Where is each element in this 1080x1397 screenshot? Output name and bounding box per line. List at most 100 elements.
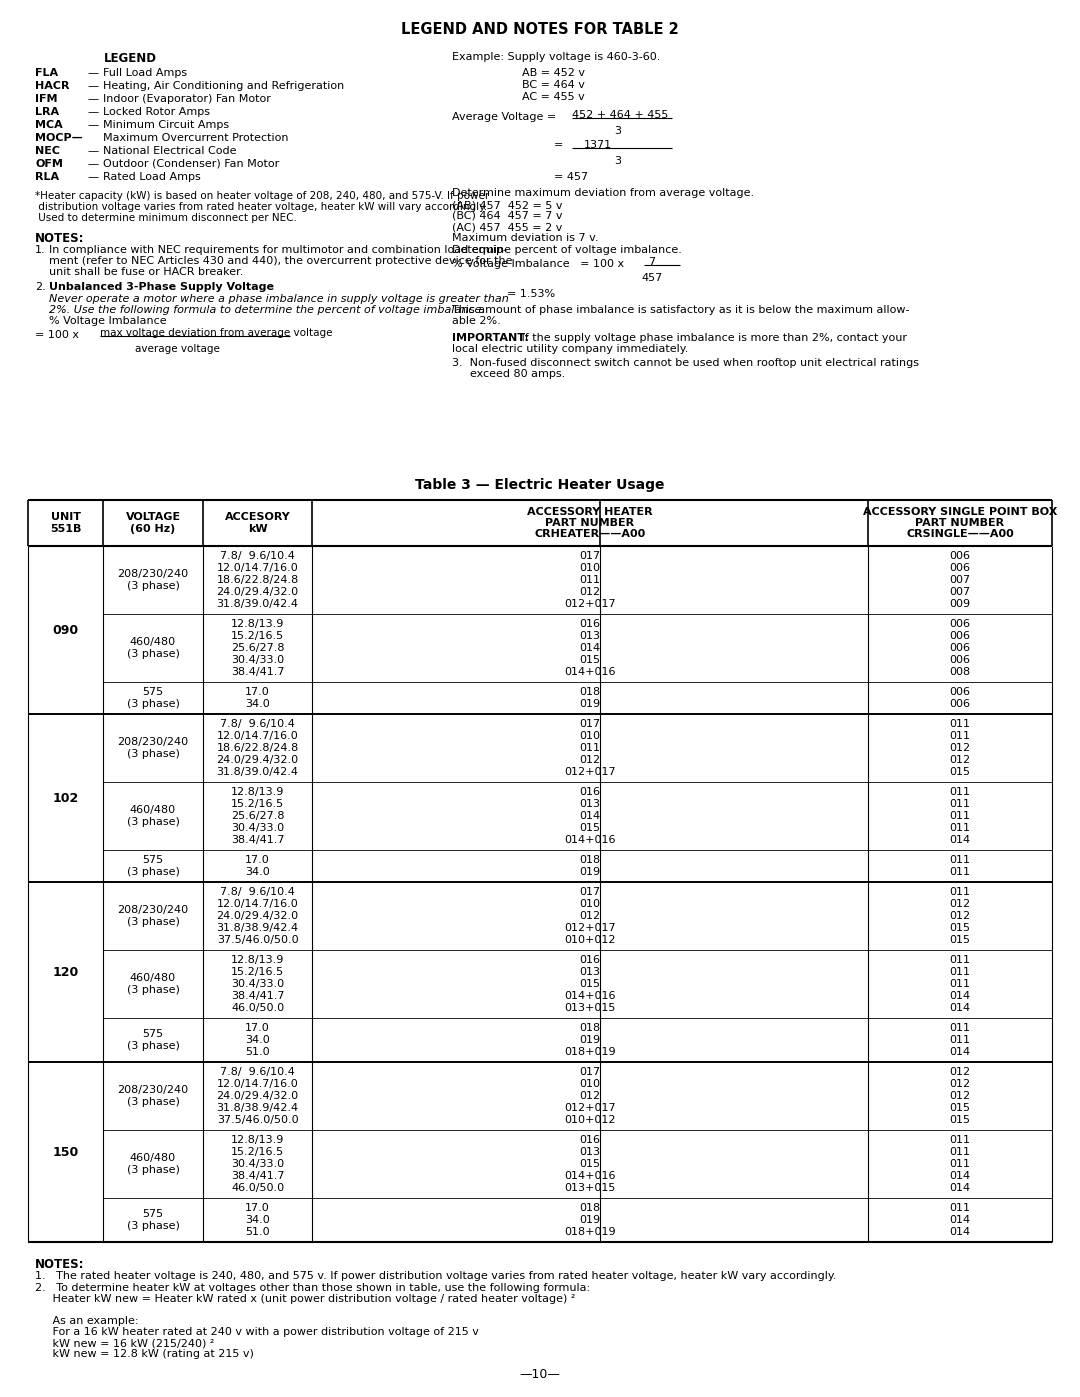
Text: 010: 010 bbox=[580, 900, 600, 909]
Text: 15.2/16.5: 15.2/16.5 bbox=[231, 967, 284, 977]
Text: average voltage: average voltage bbox=[135, 344, 220, 353]
Text: 011: 011 bbox=[949, 1035, 971, 1045]
Text: 551B: 551B bbox=[50, 524, 81, 534]
Text: 018: 018 bbox=[580, 1023, 600, 1032]
Text: MCA: MCA bbox=[35, 120, 63, 130]
Text: ACCESSORY HEATER: ACCESSORY HEATER bbox=[527, 507, 652, 517]
Text: 12.0/14.7/16.0: 12.0/14.7/16.0 bbox=[217, 563, 298, 573]
Text: Example: Supply voltage is 460-3-60.: Example: Supply voltage is 460-3-60. bbox=[453, 52, 660, 61]
Text: 460/480: 460/480 bbox=[130, 1153, 176, 1162]
Text: IFM: IFM bbox=[35, 94, 57, 103]
Text: 452 + 464 + 455: 452 + 464 + 455 bbox=[572, 110, 669, 120]
Text: In compliance with NEC requirements for multimotor and combination load equip-: In compliance with NEC requirements for … bbox=[49, 244, 507, 256]
Text: VOLTAGE: VOLTAGE bbox=[125, 513, 180, 522]
Text: 006: 006 bbox=[949, 643, 971, 652]
Text: 012+017: 012+017 bbox=[564, 599, 616, 609]
Text: 12.0/14.7/16.0: 12.0/14.7/16.0 bbox=[217, 731, 298, 740]
Text: Rated Load Amps: Rated Load Amps bbox=[103, 172, 201, 182]
Text: 018: 018 bbox=[580, 687, 600, 697]
Text: 014+016: 014+016 bbox=[564, 666, 616, 678]
Text: 25.6/27.8: 25.6/27.8 bbox=[231, 812, 284, 821]
Text: (3 phase): (3 phase) bbox=[126, 985, 179, 995]
Text: 38.4/41.7: 38.4/41.7 bbox=[231, 990, 284, 1002]
Text: kW: kW bbox=[247, 524, 268, 534]
Text: 34.0: 34.0 bbox=[245, 698, 270, 710]
Text: 015: 015 bbox=[949, 923, 971, 933]
Text: 3: 3 bbox=[615, 156, 621, 166]
Text: Determine percent of voltage imbalance.: Determine percent of voltage imbalance. bbox=[453, 244, 681, 256]
Text: 012: 012 bbox=[580, 587, 600, 597]
Text: 150: 150 bbox=[52, 1146, 79, 1158]
Text: 011: 011 bbox=[949, 855, 971, 865]
Text: CRHEATER——A00: CRHEATER——A00 bbox=[535, 529, 646, 539]
Text: 25.6/27.8: 25.6/27.8 bbox=[231, 643, 284, 652]
Text: 015: 015 bbox=[949, 935, 971, 944]
Text: (3 phase): (3 phase) bbox=[126, 868, 179, 877]
Text: 30.4/33.0: 30.4/33.0 bbox=[231, 655, 284, 665]
Text: 011: 011 bbox=[949, 887, 971, 897]
Text: 006: 006 bbox=[949, 619, 971, 629]
Text: ment (refer to NEC Articles 430 and 440), the overcurrent protective device for : ment (refer to NEC Articles 430 and 440)… bbox=[49, 256, 513, 265]
Text: 011: 011 bbox=[580, 576, 600, 585]
Text: Unbalanced 3-Phase Supply Voltage: Unbalanced 3-Phase Supply Voltage bbox=[49, 282, 274, 292]
Text: 3.  Non-fused disconnect switch cannot be used when rooftop unit electrical rati: 3. Non-fused disconnect switch cannot be… bbox=[453, 358, 919, 367]
Text: 011: 011 bbox=[949, 979, 971, 989]
Text: 011: 011 bbox=[949, 1134, 971, 1146]
Text: 010: 010 bbox=[580, 731, 600, 740]
Text: 012: 012 bbox=[580, 754, 600, 766]
Text: This amount of phase imbalance is satisfactory as it is below the maximum allow-: This amount of phase imbalance is satisf… bbox=[453, 305, 909, 314]
Text: % Voltage Imbalance   = 100 x: % Voltage Imbalance = 100 x bbox=[453, 258, 624, 270]
Text: 208/230/240: 208/230/240 bbox=[118, 569, 189, 578]
Text: 24.0/29.4/32.0: 24.0/29.4/32.0 bbox=[216, 1091, 298, 1101]
Text: NEC: NEC bbox=[35, 147, 60, 156]
Text: —: — bbox=[87, 68, 98, 78]
Text: 15.2/16.5: 15.2/16.5 bbox=[231, 1147, 284, 1157]
Text: (3 phase): (3 phase) bbox=[126, 1221, 179, 1231]
Text: (3 phase): (3 phase) bbox=[126, 650, 179, 659]
Text: 006: 006 bbox=[949, 698, 971, 710]
Text: 18.6/22.8/24.8: 18.6/22.8/24.8 bbox=[216, 743, 299, 753]
Text: 012: 012 bbox=[949, 1091, 971, 1101]
Text: exceed 80 amps.: exceed 80 amps. bbox=[470, 369, 565, 379]
Text: (BC) 464  457 = 7 v: (BC) 464 457 = 7 v bbox=[453, 211, 563, 221]
Text: Outdoor (Condenser) Fan Motor: Outdoor (Condenser) Fan Motor bbox=[103, 159, 280, 169]
Text: 011: 011 bbox=[949, 868, 971, 877]
Text: 013: 013 bbox=[580, 631, 600, 641]
Text: 014: 014 bbox=[949, 1183, 971, 1193]
Text: 011: 011 bbox=[949, 787, 971, 798]
Text: 460/480: 460/480 bbox=[130, 637, 176, 647]
Text: 575: 575 bbox=[143, 1208, 163, 1220]
Text: 575: 575 bbox=[143, 687, 163, 697]
Text: 016: 016 bbox=[580, 619, 600, 629]
Text: 007: 007 bbox=[949, 587, 971, 597]
Text: MOCP—: MOCP— bbox=[35, 133, 83, 142]
Text: 006: 006 bbox=[949, 655, 971, 665]
Text: 014: 014 bbox=[949, 1046, 971, 1058]
Text: 15.2/16.5: 15.2/16.5 bbox=[231, 631, 284, 641]
Text: PART NUMBER: PART NUMBER bbox=[916, 518, 1004, 528]
Text: 012+017: 012+017 bbox=[564, 767, 616, 777]
Text: 1.   The rated heater voltage is 240, 480, and 575 v. If power distribution volt: 1. The rated heater voltage is 240, 480,… bbox=[35, 1271, 837, 1281]
Text: (3 phase): (3 phase) bbox=[126, 749, 179, 759]
Text: 12.0/14.7/16.0: 12.0/14.7/16.0 bbox=[217, 900, 298, 909]
Text: 007: 007 bbox=[949, 576, 971, 585]
Text: 38.4/41.7: 38.4/41.7 bbox=[231, 666, 284, 678]
Text: 208/230/240: 208/230/240 bbox=[118, 1085, 189, 1095]
Text: 012: 012 bbox=[949, 743, 971, 753]
Text: 2.   To determine heater kW at voltages other than those shown in table, use the: 2. To determine heater kW at voltages ot… bbox=[35, 1282, 590, 1294]
Text: CRSINGLE——A00: CRSINGLE——A00 bbox=[906, 529, 1014, 539]
Text: —10—: —10— bbox=[519, 1368, 561, 1382]
Text: 12.8/13.9: 12.8/13.9 bbox=[231, 1134, 284, 1146]
Text: 7.8/  9.6/10.4: 7.8/ 9.6/10.4 bbox=[220, 719, 295, 729]
Text: 017: 017 bbox=[580, 550, 600, 562]
Text: 012: 012 bbox=[949, 900, 971, 909]
Text: IMPORTANT:: IMPORTANT: bbox=[453, 332, 529, 344]
Text: (3 phase): (3 phase) bbox=[126, 916, 179, 928]
Text: kW new = 12.8 kW (rating at 215 v): kW new = 12.8 kW (rating at 215 v) bbox=[35, 1350, 254, 1359]
Text: 31.8/39.0/42.4: 31.8/39.0/42.4 bbox=[216, 767, 298, 777]
Text: Table 3 — Electric Heater Usage: Table 3 — Electric Heater Usage bbox=[415, 478, 665, 492]
Text: (3 phase): (3 phase) bbox=[126, 698, 179, 710]
Text: Never operate a motor where a phase imbalance in supply voltage is greater than: Never operate a motor where a phase imba… bbox=[49, 293, 509, 305]
Text: 012: 012 bbox=[949, 1078, 971, 1090]
Text: 015: 015 bbox=[949, 1115, 971, 1125]
